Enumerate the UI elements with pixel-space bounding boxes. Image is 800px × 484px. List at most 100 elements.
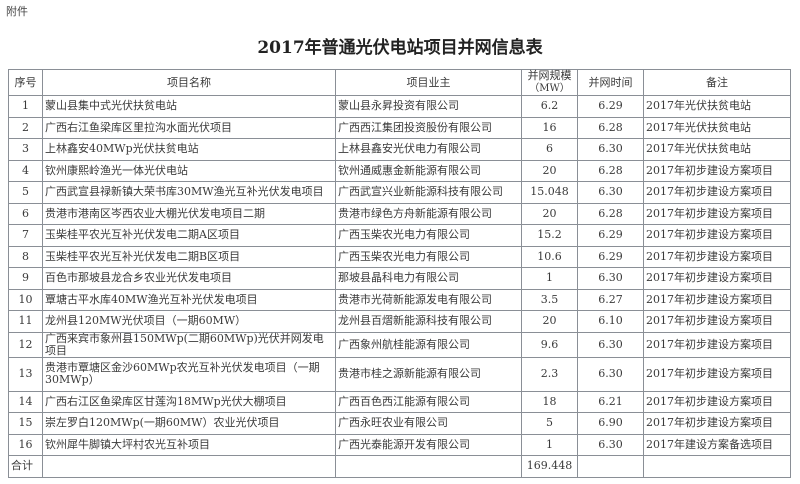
cell-note: 2017年初步建设方案项目 <box>643 224 791 247</box>
cell-scale: 20 <box>521 202 578 225</box>
cell-time: 6.30 <box>577 181 644 204</box>
cell-note: 2017年初步建设方案项目 <box>643 356 791 392</box>
cell-name: 贵港市港南区岑西农业大棚光伏发电项目二期 <box>42 202 336 225</box>
cell-owner: 广西光泰能源开发有限公司 <box>335 433 522 456</box>
cell-no: 16 <box>8 433 43 456</box>
cell-owner: 广西玉柴农光电力有限公司 <box>335 224 522 247</box>
cell-name: 覃塘古平水库40MW渔光互补光伏发电项目 <box>42 288 336 311</box>
table-row: 6 贵港市港南区岑西农业大棚光伏发电项目二期 贵港市绿色方舟新能源有限公司 20 6.2… <box>8 202 791 225</box>
cell-time: 6.21 <box>577 390 644 413</box>
table-row: 16 钦州犀牛脚镇大坪村农光互补项目 广西光泰能源开发有限公司 1 6.30 2017年建… <box>8 433 791 456</box>
cell-note: 2017年初步建设方案项目 <box>643 159 791 182</box>
cell-time: 6.28 <box>577 116 644 139</box>
cell-name: 崇左罗白120MWp(一期60MW）农业光伏项目 <box>42 412 336 435</box>
cell-scale: 20 <box>521 159 578 182</box>
cell-owner: 广西象州航桂能源有限公司 <box>335 331 522 358</box>
cell-time: 6.29 <box>577 245 644 268</box>
cell-scale: 15.2 <box>521 224 578 247</box>
cell-name: 钦州康熙岭渔光一体光伏电站 <box>42 159 336 182</box>
page-title: 2017年普通光伏电站项目并网信息表 <box>257 38 543 58</box>
table-row: 3 上林鑫安40MWp光伏扶贫电站 上林县鑫安光伏电力有限公司 6 6.30 2017年光… <box>8 138 791 161</box>
cell-owner: 贵港市绿色方舟新能源有限公司 <box>335 202 522 225</box>
cell-no: 15 <box>8 412 43 435</box>
cell-note: 2017年初步建设方案项目 <box>643 390 791 413</box>
cell-scale: 15.048 <box>521 181 578 204</box>
grid-connection-table: 序号 项目名称 项目业主 并网规模 （MW） 并网时间 备注 1 蒙山县集中式光伏扶… <box>8 69 791 478</box>
total-row: 合计 169.448 <box>8 455 791 478</box>
cell-note: 2017年建设方案备选项目 <box>643 433 791 456</box>
cell-scale: 6 <box>521 138 578 161</box>
header-owner: 项目业主 <box>335 69 522 96</box>
cell-note: 2017年初步建设方案项目 <box>643 267 791 290</box>
cell-no: 7 <box>8 224 43 247</box>
table-header-row: 序号 项目名称 项目业主 并网规模 （MW） 并网时间 备注 <box>8 69 791 96</box>
cell-time: 6.30 <box>577 267 644 290</box>
cell-time: 6.30 <box>577 138 644 161</box>
cell-no: 12 <box>8 331 43 358</box>
total-label: 合计 <box>8 455 43 478</box>
table-row: 8 玉柴桂平农光互补光伏发电二期B区项目 广西玉柴农光电力有限公司 10.6 6.29 2… <box>8 245 791 268</box>
cell-no: 14 <box>8 390 43 413</box>
cell-time: 6.28 <box>577 159 644 182</box>
cell-scale: 5 <box>521 412 578 435</box>
table-row: 14 广西右江区鱼梁库区甘莲沟18MWp光伏大棚项目 广西百色西江能源有限公司 18 6… <box>8 390 791 413</box>
cell-empty <box>577 455 644 478</box>
cell-scale: 10.6 <box>521 245 578 268</box>
cell-name: 玉柴桂平农光互补光伏发电二期B区项目 <box>42 245 336 268</box>
cell-note: 2017年初步建设方案项目 <box>643 288 791 311</box>
cell-scale: 16 <box>521 116 578 139</box>
cell-note: 2017年初步建设方案项目 <box>643 245 791 268</box>
cell-owner: 广西西江集团投资股份有限公司 <box>335 116 522 139</box>
cell-no: 4 <box>8 159 43 182</box>
cell-name: 玉柴桂平农光互补光伏发电二期A区项目 <box>42 224 336 247</box>
cell-owner: 贵港市桂之源新能源有限公司 <box>335 356 522 392</box>
cell-note: 2017年初步建设方案项目 <box>643 202 791 225</box>
cell-scale: 6.2 <box>521 95 578 118</box>
total-scale: 169.448 <box>521 455 578 478</box>
table-row: 10 覃塘古平水库40MW渔光互补光伏发电项目 贵港市光荷新能源发电有限公司 3.5 6… <box>8 288 791 311</box>
cell-name: 广西右江区鱼梁库区甘莲沟18MWp光伏大棚项目 <box>42 390 336 413</box>
cell-time: 6.28 <box>577 202 644 225</box>
cell-time: 6.10 <box>577 310 644 333</box>
header-note: 备注 <box>643 69 791 96</box>
cell-time: 6.30 <box>577 331 644 358</box>
cell-note: 2017年初步建设方案项目 <box>643 310 791 333</box>
cell-note: 2017年初步建设方案项目 <box>643 412 791 435</box>
cell-empty <box>42 455 336 478</box>
cell-empty <box>335 455 522 478</box>
table-row: 9 百色市那坡县龙合乡农业光伏发电项目 那坡县晶科电力有限公司 1 6.30 2017年初… <box>8 267 791 290</box>
cell-owner: 蒙山县永昇投资有限公司 <box>335 95 522 118</box>
cell-time: 6.90 <box>577 412 644 435</box>
cell-time: 6.29 <box>577 95 644 118</box>
cell-owner: 龙州县百熠新能源科技有限公司 <box>335 310 522 333</box>
table-row: 11 龙州县120MW光伏项目（一期60MW） 龙州县百熠新能源科技有限公司 20 6.… <box>8 310 791 333</box>
cell-scale: 20 <box>521 310 578 333</box>
header-scale: 并网规模 （MW） <box>521 69 578 96</box>
cell-no: 2 <box>8 116 43 139</box>
table-row: 1 蒙山县集中式光伏扶贫电站 蒙山县永昇投资有限公司 6.2 6.29 2017年光伏扶贫… <box>8 95 791 118</box>
cell-time: 6.27 <box>577 288 644 311</box>
cell-time: 6.30 <box>577 433 644 456</box>
cell-name: 广西右江鱼梁库区里拉沟水面光伏项目 <box>42 116 336 139</box>
header-scale-label: 并网规模 <box>527 69 572 82</box>
cell-owner: 广西玉柴农光电力有限公司 <box>335 245 522 268</box>
cell-time: 6.29 <box>577 224 644 247</box>
table-row: 15 崇左罗白120MWp(一期60MW）农业光伏项目 广西永旺农业有限公司 5 6.9… <box>8 412 791 435</box>
cell-scale: 2.3 <box>521 356 578 392</box>
header-time: 并网时间 <box>577 69 644 96</box>
attachment-label: 附件 <box>6 5 28 18</box>
table-row: 4 钦州康熙岭渔光一体光伏电站 钦州通威惠金新能源有限公司 20 6.28 2017年初步… <box>8 159 791 182</box>
cell-no: 1 <box>8 95 43 118</box>
cell-owner: 上林县鑫安光伏电力有限公司 <box>335 138 522 161</box>
cell-empty <box>643 455 791 478</box>
table-row: 2 广西右江鱼梁库区里拉沟水面光伏项目 广西西江集团投资股份有限公司 16 6.28 20… <box>8 116 791 139</box>
cell-no: 8 <box>8 245 43 268</box>
cell-scale: 1 <box>521 267 578 290</box>
cell-note: 2017年光伏扶贫电站 <box>643 95 791 118</box>
cell-name: 广西来宾市象州县150MWp(二期60MWp)光伏并网发电项目 <box>42 331 336 358</box>
cell-name: 龙州县120MW光伏项目（一期60MW） <box>42 310 336 333</box>
table-row: 12 广西来宾市象州县150MWp(二期60MWp)光伏并网发电项目 广西象州航桂能… <box>8 331 791 358</box>
cell-scale: 9.6 <box>521 331 578 358</box>
cell-no: 10 <box>8 288 43 311</box>
cell-scale: 1 <box>521 433 578 456</box>
